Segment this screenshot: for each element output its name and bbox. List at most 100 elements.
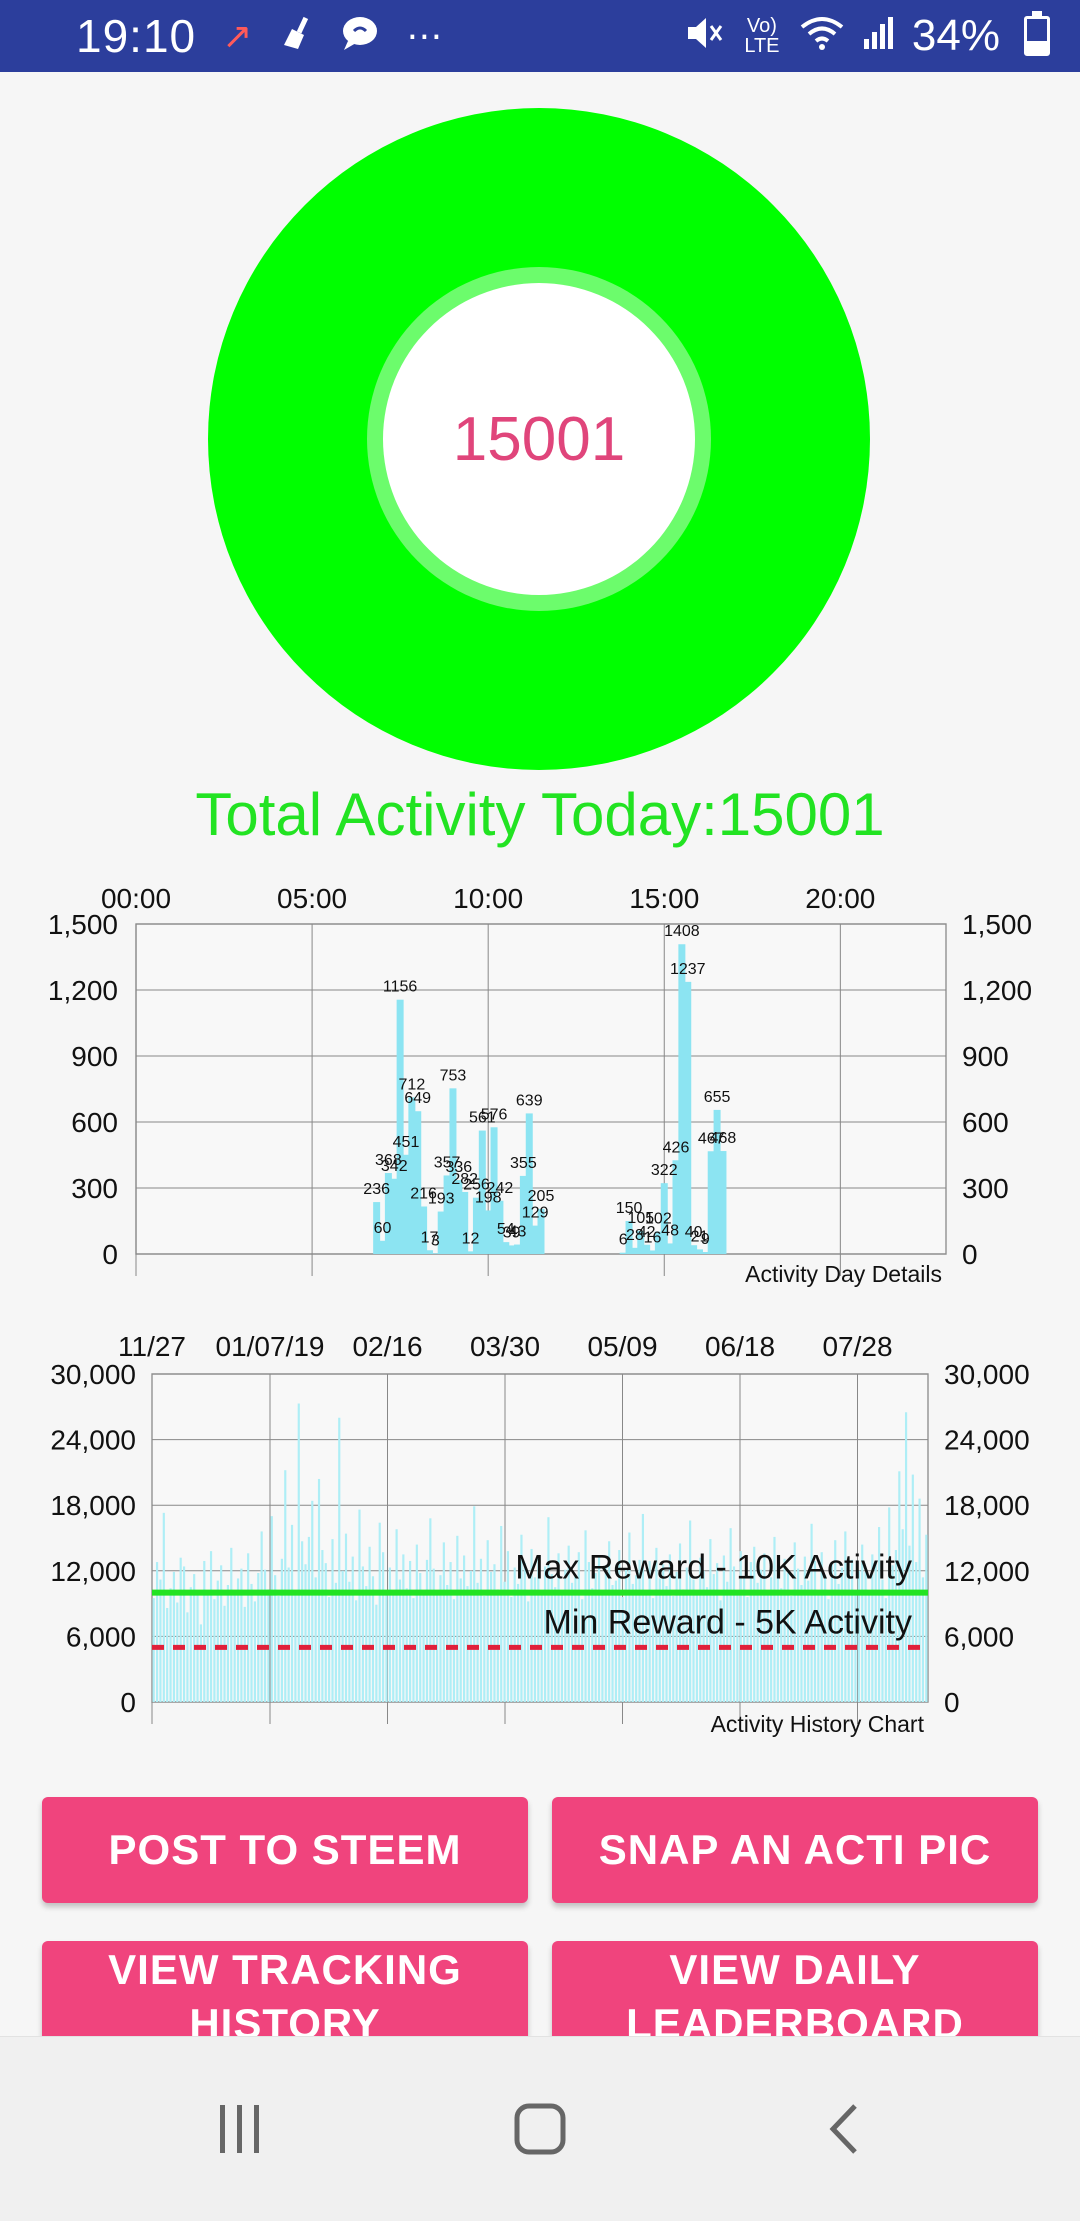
recent-apps-icon [220, 2105, 259, 2153]
day-chart-data-label: 17 [421, 1229, 439, 1246]
history-chart-bar [527, 1601, 530, 1702]
day-chart-bar [455, 1180, 463, 1254]
history-chart-bar [341, 1570, 344, 1702]
history-chart-bar [348, 1581, 351, 1702]
history-chart-bar [243, 1606, 246, 1702]
history-chart-bar [452, 1599, 456, 1702]
history-chart-bar [716, 1563, 719, 1702]
day-chart-data-label: 322 [651, 1162, 678, 1179]
history-chart-bar [658, 1578, 661, 1702]
day-chart-bar [525, 1113, 533, 1254]
day-chart-data-label: 451 [393, 1134, 420, 1151]
history-chart-bar [550, 1574, 553, 1702]
day-chart-bar [449, 1088, 457, 1254]
history-chart-bar [429, 1518, 432, 1702]
wifi-icon [800, 15, 844, 57]
history-chart-bar [871, 1554, 874, 1702]
history-chart-bar [834, 1540, 837, 1702]
history-chart-bar [263, 1569, 267, 1702]
history-chart-bar [807, 1580, 810, 1702]
view-daily-leaderboard-button[interactable]: VIEW DAILY LEADERBOARD [552, 1941, 1038, 2053]
day-chart-bar [631, 1247, 639, 1254]
day-chart-data-label: 336 [445, 1159, 472, 1176]
post-to-steem-button[interactable]: POST TO STEEM [42, 1797, 528, 1903]
day-chart-bar [508, 1245, 516, 1254]
history-chart-y-tick-right: 6,000 [944, 1621, 1014, 1652]
missed-call-icon: ↗ [222, 15, 253, 56]
history-chart-bar [699, 1557, 702, 1702]
history-chart-bar [611, 1585, 614, 1702]
history-chart-bar [425, 1559, 429, 1702]
history-chart-bar [918, 1498, 921, 1702]
min-reward-label: Min Reward - 5K Activity [544, 1603, 912, 1641]
cleaner-icon [278, 15, 314, 57]
day-chart-data-label: 205 [528, 1188, 555, 1205]
history-chart-bar [911, 1474, 914, 1702]
history-chart-bar [233, 1593, 236, 1702]
day-chart-data-label: 54 [497, 1221, 515, 1238]
history-chart-bar [412, 1598, 415, 1702]
day-chart-bar [490, 1127, 498, 1254]
donut-center-value: 15001 [452, 404, 626, 474]
battery-percent: 34% [911, 11, 1000, 60]
day-chart-data-label: 576 [481, 1106, 508, 1123]
snap-acti-pic-button[interactable]: SNAP AN ACTI PIC [552, 1797, 1038, 1903]
day-chart-y-tick-left: 1,200 [48, 975, 118, 1006]
back-button[interactable] [725, 2037, 965, 2221]
day-chart-y-tick-right: 1,200 [962, 975, 1032, 1006]
day-chart-data-label: 21 [691, 1228, 709, 1245]
history-chart-bar [388, 1567, 391, 1702]
day-chart-bar [408, 1097, 416, 1254]
more-dots-icon: ⋯ [406, 15, 443, 56]
history-chart-bar [736, 1591, 739, 1702]
history-chart-bar [189, 1587, 192, 1702]
history-chart-bar [409, 1560, 412, 1702]
history-chart-bar [591, 1588, 594, 1702]
day-chart-bar [637, 1230, 645, 1254]
battery-fill [1027, 41, 1047, 53]
day-chart-y-tick-right: 600 [962, 1107, 1009, 1138]
history-chart-bar [712, 1574, 715, 1702]
day-chart-data-label: 150 [616, 1200, 643, 1217]
day-chart-bar [420, 1206, 428, 1254]
history-chart-bar [301, 1541, 304, 1702]
history-chart-bar [624, 1568, 628, 1702]
history-chart-bar [321, 1550, 324, 1702]
recent-apps-button[interactable] [120, 2037, 360, 2221]
history-chart-bar [797, 1568, 800, 1702]
history-chart-bar [773, 1536, 776, 1702]
day-chart-data-label: 12 [462, 1230, 480, 1247]
day-chart-y-tick-right: 900 [962, 1041, 1009, 1072]
day-chart-bar [701, 1252, 709, 1254]
day-chart-bar [672, 1160, 680, 1254]
history-chart-bar [581, 1599, 584, 1702]
history-chart-bar [894, 1550, 898, 1702]
history-chart-bar [543, 1566, 547, 1702]
history-chart-bar [216, 1580, 219, 1702]
day-chart-bar [414, 1111, 422, 1254]
history-chart-bar [864, 1571, 867, 1702]
history-chart-x-tick: 05/09 [587, 1331, 657, 1362]
home-button[interactable] [420, 2037, 660, 2221]
history-chart-bar [915, 1562, 918, 1702]
history-chart-bar [466, 1586, 469, 1702]
history-chart-bar [459, 1578, 462, 1702]
history-chart-bar [247, 1553, 250, 1702]
history-chart-bar [260, 1531, 263, 1702]
history-chart-bar [668, 1554, 671, 1702]
day-chart-bar [443, 1175, 451, 1254]
day-chart-bar [402, 1154, 410, 1254]
history-chart-y-tick-left: 12,000 [50, 1556, 136, 1587]
history-chart-bar [904, 1412, 908, 1702]
history-chart-bar [574, 1576, 577, 1702]
history-chart-bar [382, 1552, 385, 1702]
history-chart-bar [638, 1559, 641, 1702]
history-chart-bar [193, 1574, 196, 1702]
history-chart-bar [597, 1556, 601, 1702]
history-chart-bar [614, 1580, 617, 1702]
day-chart-bar [519, 1175, 527, 1254]
history-chart-bar [587, 1562, 591, 1702]
day-chart-plot-area [135, 923, 947, 1255]
day-chart-data-label: 1156 [383, 979, 418, 996]
history-chart-bar [338, 1417, 341, 1702]
